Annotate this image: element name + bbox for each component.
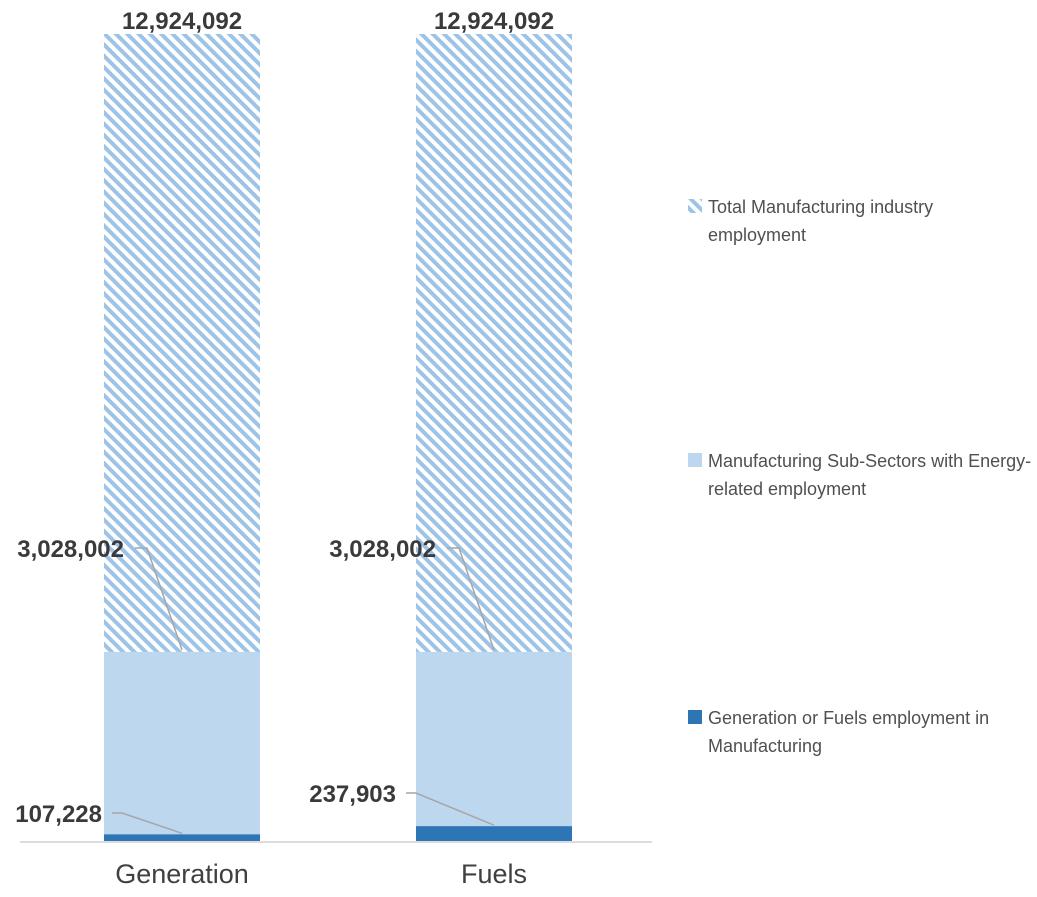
data-label-energy-employment-generation: 107,228 [15, 801, 102, 828]
category-label-generation: Generation [115, 859, 249, 889]
legend-label-total: Total Manufacturing industry employment [708, 197, 934, 245]
bars-layer [104, 34, 572, 841]
legend-item-total: Total Manufacturing industry employment [688, 193, 1033, 249]
bar-total-fuels [416, 34, 572, 652]
bar-energy-employment-generation [104, 834, 260, 841]
data-labels-layer: 12,924,092 3,028,002 107,228 12,924,092 3,02… [15, 8, 554, 828]
leader-line-subsectors-generation [135, 547, 183, 651]
data-label-subsectors-fuels: 3,028,002 [329, 536, 436, 563]
leader-line-energy-employment-fuels [406, 792, 495, 826]
category-labels-layer: Generation Fuels [115, 859, 527, 889]
leader-line-subsectors-fuels [447, 547, 495, 651]
leader-line-energy-employment-generation [112, 812, 183, 835]
legend-label-subsectors: Manufacturing Sub-Sectors with Energy-re… [708, 451, 1032, 499]
data-label-total-generation: 12,924,092 [122, 8, 242, 35]
legend-label-energy-employment: Generation or Fuels employment in Manufa… [708, 708, 990, 756]
leader-lines-layer [112, 547, 495, 835]
legend-item-energy-employment: Generation or Fuels employment in Manufa… [688, 704, 1033, 760]
bar-total-generation [104, 34, 260, 652]
category-label-fuels: Fuels [461, 859, 527, 889]
data-label-total-fuels: 12,924,092 [434, 8, 554, 35]
legend-item-subsectors: Manufacturing Sub-Sectors with Energy-re… [688, 447, 1033, 503]
bar-energy-employment-fuels [416, 826, 572, 841]
data-label-energy-employment-fuels: 237,903 [309, 781, 396, 808]
bar-subsectors-generation [104, 651, 260, 835]
legend-swatch-energy-employment [688, 710, 702, 724]
data-label-subsectors-generation: 3,028,002 [17, 536, 124, 563]
legend-swatch-total [688, 199, 702, 213]
bar-subsectors-fuels [416, 651, 572, 827]
legend-swatch-subsectors [688, 453, 702, 467]
